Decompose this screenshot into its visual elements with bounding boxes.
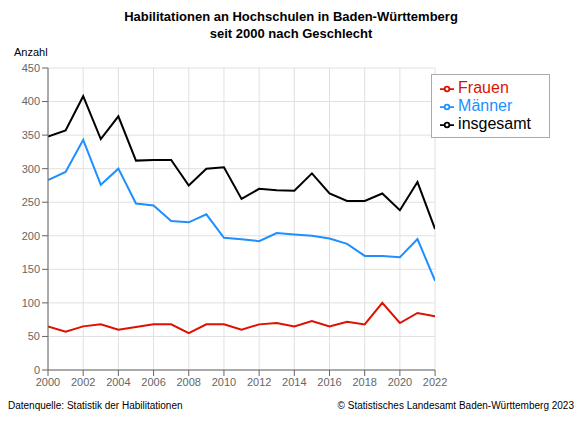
svg-text:2014: 2014 (282, 376, 306, 388)
svg-text:2018: 2018 (352, 376, 376, 388)
svg-text:2012: 2012 (247, 376, 271, 388)
html-text:Männer: Männer (458, 97, 513, 114)
svg-text:350: 350 (22, 129, 40, 141)
svg-text:0: 0 (34, 364, 40, 376)
svg-text:2016: 2016 (317, 376, 341, 388)
html-text:seit 2000 nach Geschlecht: seit 2000 nach Geschlecht (209, 26, 373, 41)
svg-text:300: 300 (22, 163, 40, 175)
svg-text:2000: 2000 (36, 376, 60, 388)
html-text:Datenquelle: Statistik der Hab: Datenquelle: Statistik der Habilitatione… (8, 400, 183, 411)
svg-text:2010: 2010 (212, 376, 236, 388)
svg-text:400: 400 (22, 95, 40, 107)
html-text:Frauen: Frauen (458, 79, 509, 96)
svg-text:50: 50 (28, 330, 40, 342)
html-text:Anzahl: Anzahl (14, 46, 48, 58)
svg-text:2020: 2020 (388, 376, 412, 388)
html-text:© Statistisches Landesamt Bade: © Statistisches Landesamt Baden-Württemb… (337, 400, 574, 411)
html-text:insgesamt: insgesamt (458, 115, 531, 132)
svg-text:2002: 2002 (71, 376, 95, 388)
html-text:Habilitationen an Hochschulen: Habilitationen an Hochschulen in Baden-W… (124, 9, 458, 24)
svg-text:200: 200 (22, 230, 40, 242)
svg-text:450: 450 (22, 62, 40, 74)
svg-text:2004: 2004 (106, 376, 130, 388)
svg-text:100: 100 (22, 297, 40, 309)
svg-text:2006: 2006 (141, 376, 165, 388)
svg-text:250: 250 (22, 196, 40, 208)
svg-text:2022: 2022 (423, 376, 447, 388)
svg-text:2008: 2008 (177, 376, 201, 388)
svg-text:150: 150 (22, 263, 40, 275)
